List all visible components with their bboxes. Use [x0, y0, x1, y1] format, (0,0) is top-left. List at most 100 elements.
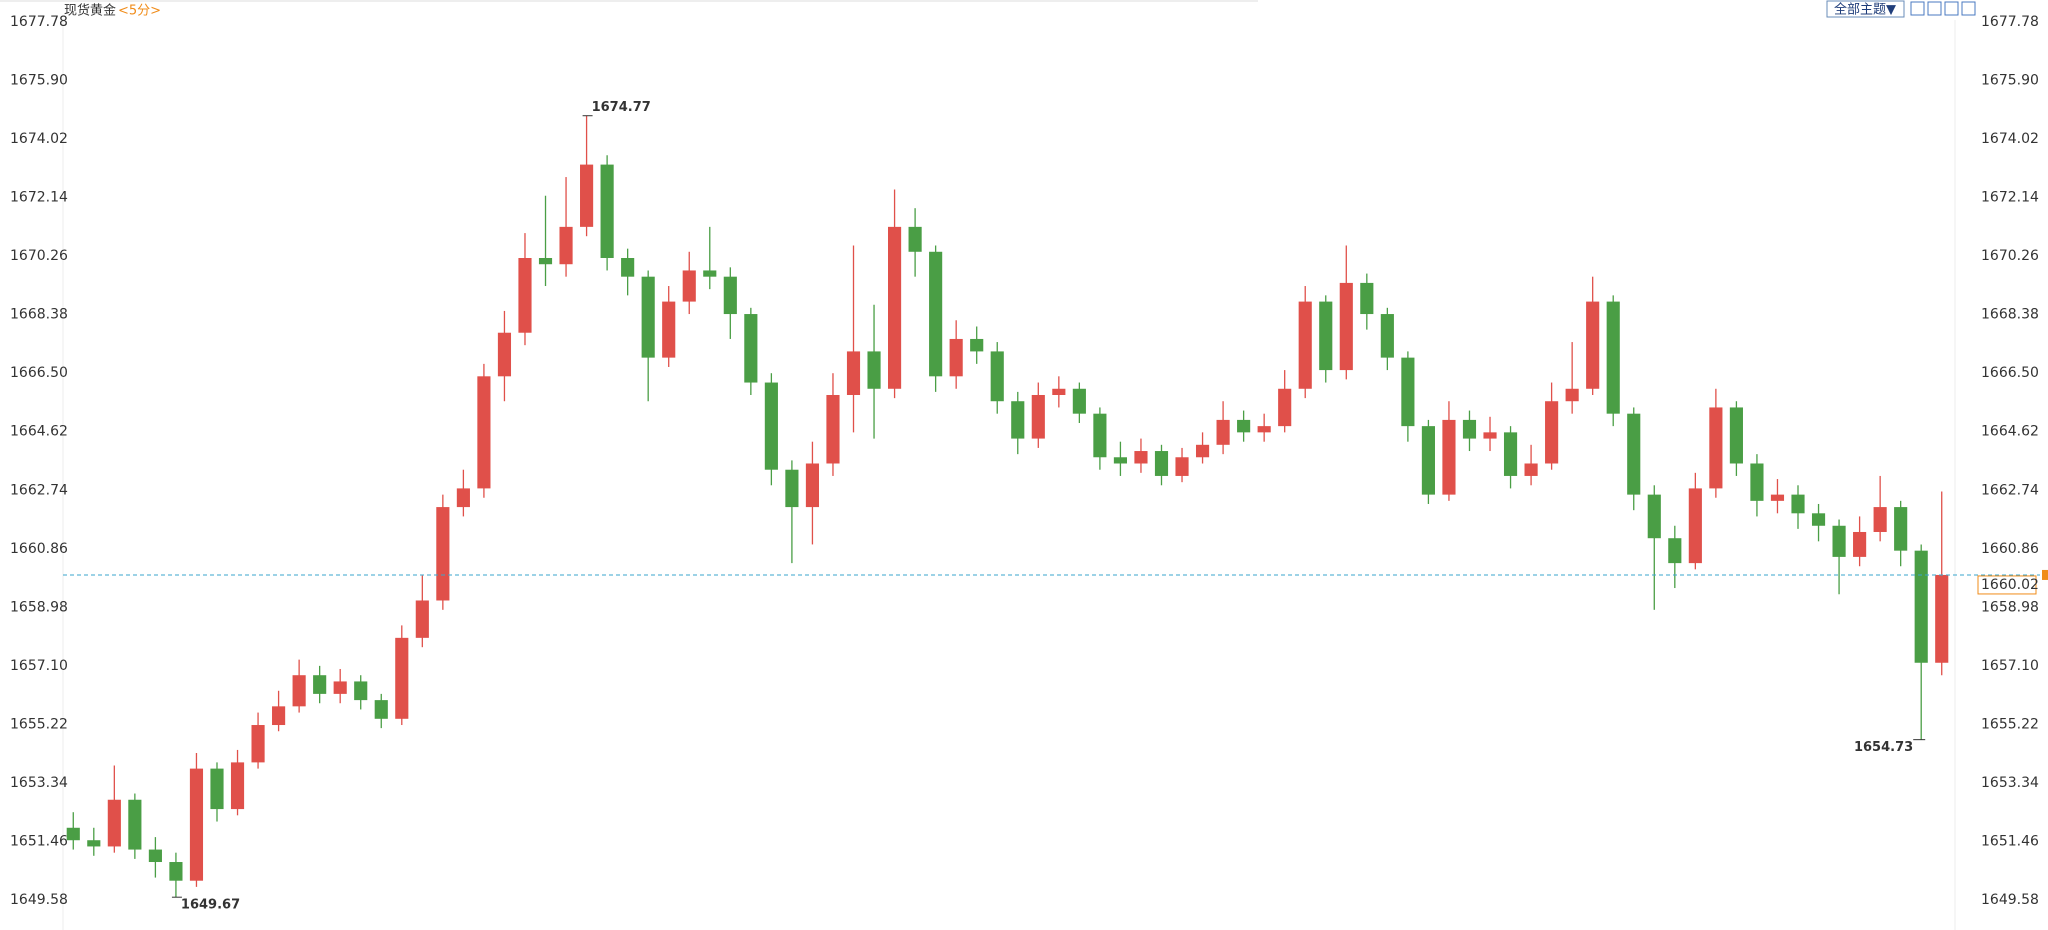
y-tick-label-right: 1664.62	[1981, 424, 2039, 440]
y-tick-label: 1653.34	[10, 775, 68, 791]
candle-body	[333, 681, 347, 694]
y-tick-label: 1658.98	[10, 599, 68, 615]
candle-body	[538, 258, 553, 265]
y-tick-label: 1664.62	[10, 424, 68, 440]
y-tick-label-right: 1662.74	[1981, 482, 2039, 498]
y-tick-label: 1677.78	[10, 14, 68, 30]
y-tick-label: 1651.46	[10, 833, 68, 849]
candle-body	[1319, 301, 1333, 371]
y-tick-label-right: 1660.86	[1981, 541, 2039, 557]
candle-body	[1195, 444, 1210, 458]
candle-body	[1503, 432, 1518, 476]
candle-body	[1031, 394, 1045, 439]
y-tick-label-right: 1668.38	[1981, 307, 2039, 323]
candle-body	[682, 270, 696, 302]
candle-body	[580, 164, 594, 227]
candle-body	[1729, 407, 1743, 464]
candle-body	[1257, 426, 1271, 433]
y-tick-label: 1649.58	[10, 892, 68, 908]
theme-button-label[interactable]: 全部主题▼	[1834, 2, 1896, 18]
candle-body	[1072, 388, 1086, 414]
y-tick-label-right: 1658.98	[1981, 599, 2039, 615]
candle-body	[210, 768, 224, 810]
y-tick-label: 1672.14	[10, 190, 68, 206]
icon[interactable]	[1961, 1, 1976, 16]
candle-body	[1483, 432, 1497, 439]
low-label: 1649.67	[181, 898, 240, 913]
candle-body	[1339, 282, 1353, 371]
y-tick-label-right: 1666.50	[1981, 365, 2039, 381]
candle-body	[477, 376, 491, 489]
candle-body	[805, 463, 820, 508]
y-tick-label-right: 1649.58	[1981, 892, 2039, 908]
candle-body	[641, 276, 655, 358]
candle-body	[1770, 494, 1785, 501]
candle-body	[1360, 282, 1374, 315]
candle-body	[1935, 574, 1949, 663]
candle-body	[1627, 413, 1641, 495]
candle-body	[1811, 513, 1826, 526]
icon[interactable]	[1927, 1, 1942, 16]
candle-body	[1832, 525, 1846, 557]
candle-body	[251, 725, 265, 763]
y-tick-label: 1674.02	[10, 131, 68, 147]
y-tick-label: 1668.38	[10, 307, 68, 323]
candle-body	[888, 226, 902, 389]
candle-body	[990, 351, 1004, 402]
y-tick-label: 1662.74	[10, 482, 68, 498]
candle-body	[1914, 550, 1928, 663]
candle-body	[128, 799, 142, 850]
candle-body	[1688, 488, 1702, 564]
icon[interactable]	[1910, 1, 1925, 16]
y-tick-label: 1660.86	[10, 541, 68, 557]
candle-body	[1278, 388, 1292, 427]
candle-body	[436, 507, 450, 601]
candle-body	[1113, 457, 1127, 464]
icon[interactable]	[1944, 1, 1959, 16]
candle-body	[559, 226, 573, 265]
candle-body	[1421, 426, 1435, 495]
candle-body	[908, 226, 922, 252]
y-tick-label: 1657.10	[10, 658, 68, 674]
candle-body	[621, 258, 635, 277]
candle-body	[354, 681, 368, 701]
candle-body	[1545, 401, 1559, 464]
candle-body	[1134, 451, 1148, 464]
candle-body	[1873, 507, 1887, 532]
candle-body	[169, 862, 183, 881]
y-tick-label-right: 1655.22	[1981, 716, 2039, 732]
candle-body	[1853, 531, 1867, 557]
y-tick-label-right: 1674.02	[1981, 131, 2039, 147]
candle-body	[1401, 357, 1415, 427]
y-tick-label: 1675.90	[10, 73, 68, 89]
candle-body	[1154, 451, 1169, 476]
y-tick-label: 1670.26	[10, 248, 68, 264]
last-price-label: 1660.02	[1981, 577, 2039, 593]
y-tick-label-right: 1653.34	[1981, 775, 2039, 791]
candle-body	[272, 706, 286, 726]
last-price-box	[1977, 575, 2037, 595]
candle-body	[87, 840, 101, 847]
candle-body	[374, 700, 388, 719]
candle-body	[1052, 388, 1066, 395]
candle-body	[518, 258, 532, 333]
candle-body	[785, 469, 799, 508]
candle-body	[1011, 401, 1025, 439]
candle-body	[929, 251, 943, 377]
toolbar-icons[interactable]	[1910, 1, 1976, 16]
candle-body	[744, 314, 758, 383]
candle-body	[1709, 407, 1723, 489]
y-tick-label-right: 1677.78	[1981, 14, 2039, 30]
theme-button[interactable]	[1826, 0, 1905, 18]
candle-body	[1380, 314, 1394, 358]
candle-body	[1462, 419, 1477, 439]
candle-body	[456, 488, 470, 508]
high-label: 1674.77	[592, 100, 651, 115]
candle-body	[764, 382, 778, 470]
candle-body	[600, 164, 614, 259]
candle-body	[1175, 457, 1189, 476]
candle-body	[107, 799, 121, 847]
candle-body	[1565, 388, 1579, 402]
